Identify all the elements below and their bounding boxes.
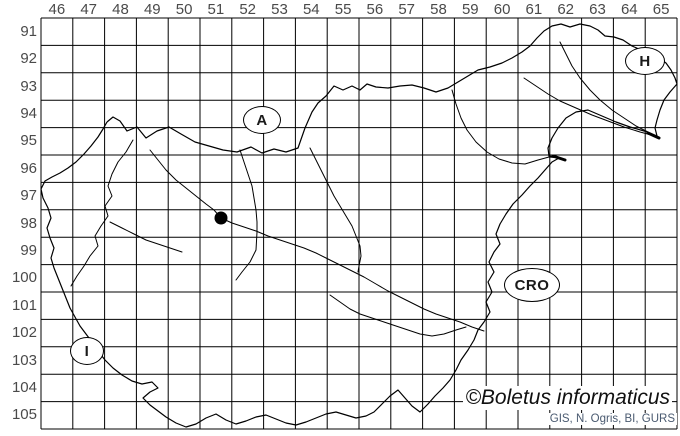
country-border-and-rivers [40, 23, 678, 428]
grid-col-label: 51 [207, 1, 225, 18]
river-exit-mark [646, 131, 661, 140]
slovenia-border-outline [40, 23, 678, 428]
country-label-i: I [70, 337, 104, 365]
grid-col-label: 50 [175, 1, 193, 18]
grid-col-label: 60 [493, 1, 511, 18]
country-label-h: H [625, 47, 665, 75]
river-line [149, 149, 485, 332]
river-line [309, 147, 362, 273]
watermark-text: ©Boletus informaticus [463, 386, 672, 410]
grid-row-label: 101 [11, 296, 37, 314]
river-line [70, 139, 134, 287]
grid-col-label: 64 [620, 1, 638, 18]
credit-text: GIS, N. Ogris, BI, GURS [547, 413, 677, 425]
grid-col-label: 63 [589, 1, 606, 18]
grid-row-label: 93 [20, 77, 37, 95]
grid-row-label: 97 [20, 187, 37, 205]
grid-row-label: 102 [11, 324, 37, 342]
grid-row-label: 96 [20, 159, 37, 177]
grid-row-label: 94 [20, 104, 37, 122]
grid-col-label: 46 [48, 1, 66, 18]
occurrence-points [214, 211, 228, 225]
river-line [523, 77, 656, 137]
river-exit-mark [551, 154, 567, 162]
occurrence-dot [214, 211, 228, 225]
grid-row-label: 104 [11, 378, 37, 396]
river-line [559, 41, 649, 133]
grid-col-label: 58 [430, 1, 447, 18]
grid-row-label: 103 [11, 351, 37, 369]
river-line [239, 149, 258, 232]
grid-col-label: 61 [525, 1, 543, 18]
grid-row-label: 100 [11, 269, 37, 287]
grid-col-label: 48 [112, 1, 129, 18]
grid-col-label: 59 [461, 1, 479, 18]
river-line [109, 221, 183, 253]
grid-row-label: 91 [20, 22, 37, 40]
river-line [235, 231, 258, 281]
grid-col-label: 55 [334, 1, 352, 18]
grid-col-label: 56 [366, 1, 384, 18]
grid-row-label: 92 [20, 50, 37, 68]
grid-row-label: 98 [20, 214, 37, 232]
grid-col-label: 49 [143, 1, 161, 18]
grid-col-label: 47 [80, 1, 98, 18]
country-label-cro: CRO [504, 268, 560, 302]
grid-row-label: 105 [11, 406, 37, 424]
grid-row-label: 95 [20, 132, 37, 150]
grid-col-label: 52 [239, 1, 257, 18]
grid-col-label: 62 [557, 1, 575, 18]
grid-col-label: 54 [302, 1, 320, 18]
river-line [329, 294, 467, 337]
grid-col-label: 65 [652, 1, 670, 18]
country-label-a: A [243, 106, 281, 134]
grid-row-label: 99 [20, 241, 37, 259]
river-line [451, 89, 560, 165]
grid-col-label: 57 [398, 1, 416, 18]
grid-col-label: 53 [271, 1, 288, 18]
